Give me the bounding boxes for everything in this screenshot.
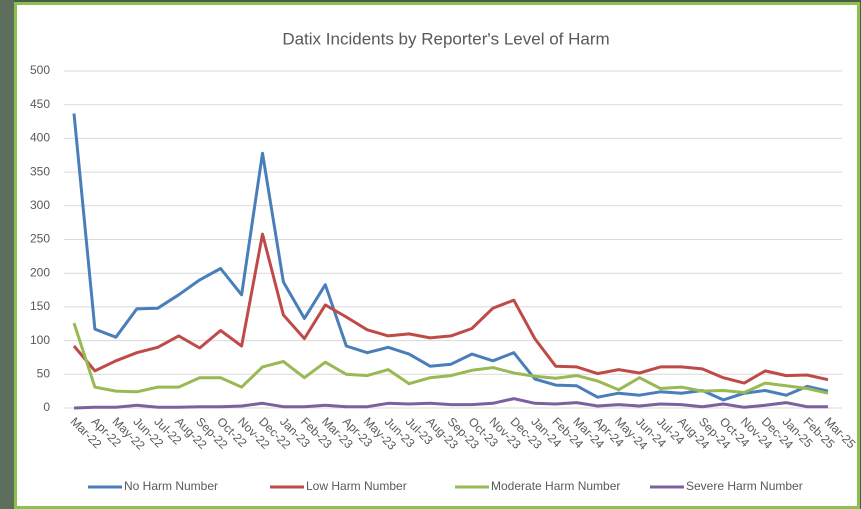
- y-tick-label: 300: [30, 198, 50, 212]
- chart-frame: [14, 2, 860, 509]
- series-line: [72, 322, 829, 395]
- legend-label: No Harm Number: [124, 479, 218, 493]
- y-tick-label: 350: [30, 164, 50, 178]
- legend-label: Moderate Harm Number: [491, 479, 620, 493]
- series-line: [72, 232, 829, 385]
- legend-label: Low Harm Number: [306, 479, 407, 493]
- y-tick-label: 100: [30, 333, 50, 347]
- y-tick-label: 400: [30, 131, 50, 145]
- chart-title: Datix Incidents by Reporter's Level of H…: [282, 29, 609, 48]
- y-tick-label: 450: [30, 97, 50, 111]
- y-tick-label: 500: [30, 63, 50, 77]
- series-line: [73, 397, 828, 410]
- y-tick-label: 150: [30, 299, 50, 313]
- legend-label: Severe Harm Number: [686, 479, 803, 493]
- y-tick-label: 50: [37, 366, 51, 380]
- y-tick-label: 200: [30, 265, 50, 279]
- y-tick-label: 0: [43, 400, 50, 414]
- background-strip: [0, 0, 14, 509]
- y-tick-label: 250: [30, 232, 50, 246]
